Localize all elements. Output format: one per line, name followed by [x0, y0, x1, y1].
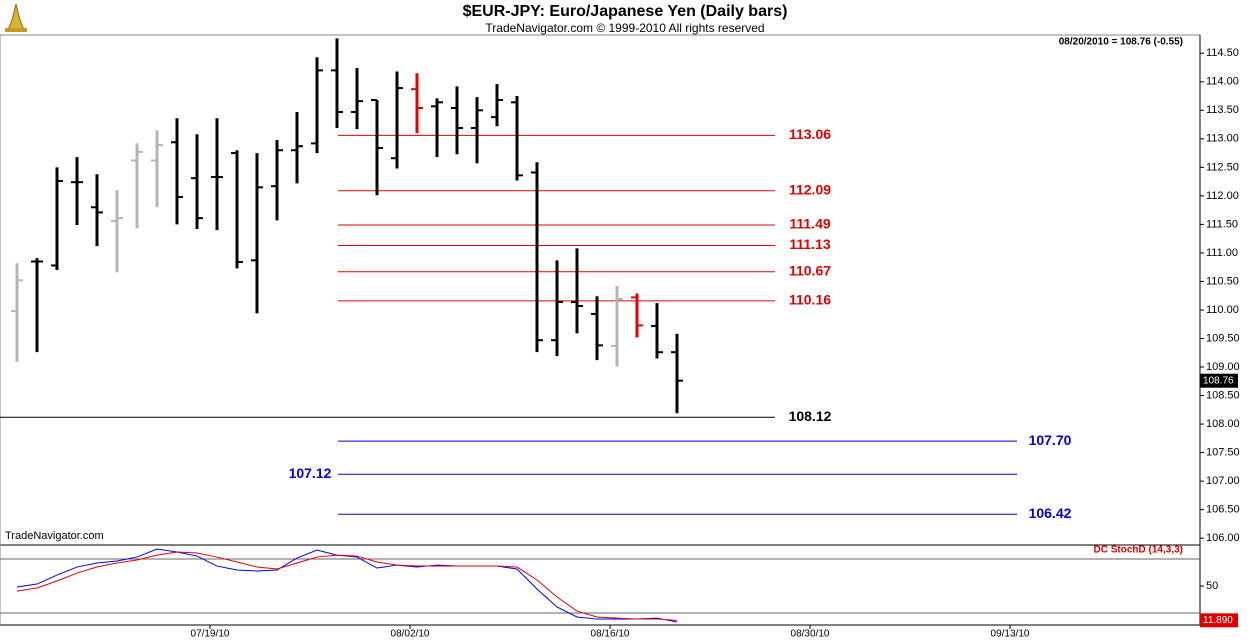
y-tick-label: 110.00 [1206, 304, 1239, 316]
y-tick-label: 114.50 [1206, 47, 1239, 59]
last-value-label: 108.76 [1203, 375, 1234, 386]
y-tick-label: 111.00 [1206, 247, 1238, 259]
level-label: 112.09 [789, 181, 831, 197]
level-label: 106.42 [1029, 505, 1072, 521]
y-tick-label: 107.50 [1206, 446, 1240, 458]
last-value-box [1200, 373, 1238, 388]
y-tick-label: 110.50 [1206, 275, 1239, 287]
status-text: 08/20/2010 = 108.76 (-0.55) [1059, 37, 1183, 48]
level-label: 108.12 [789, 408, 832, 424]
y-tick-label: 106.50 [1206, 504, 1240, 516]
level-label: 113.06 [789, 126, 831, 142]
indicator-label: DC StochD (14,3,3) [1094, 545, 1183, 556]
level-label: 107.70 [1029, 432, 1072, 448]
level-label: 110.67 [789, 262, 831, 278]
y-tick-label: 106.00 [1206, 532, 1240, 544]
logo [5, 3, 27, 32]
y-tick-label: 108.00 [1206, 418, 1240, 430]
last-value-label: 11.890 [1203, 615, 1233, 626]
watermark: TradeNavigator.com [5, 530, 104, 542]
y-tick-label: 113.50 [1206, 104, 1239, 116]
level-label: 110.16 [789, 292, 831, 308]
y-tick-label: 114.00 [1206, 76, 1239, 88]
y-tick-label: 109.00 [1206, 361, 1240, 373]
y-tick-label: 108.50 [1206, 389, 1240, 401]
y-tick-label: 109.50 [1206, 332, 1240, 344]
chart-subtitle: TradeNavigator.com © 1999-2010 All right… [485, 21, 764, 35]
y-tick-label: 111.50 [1206, 218, 1238, 230]
level-label: 111.13 [789, 236, 830, 252]
level-label: 107.12 [289, 465, 332, 481]
y-tick-label: 107.00 [1206, 475, 1240, 487]
last-value-box [1200, 613, 1238, 628]
x-tick-label: 08/02/10 [391, 629, 430, 640]
y-tick-label: 113.00 [1206, 133, 1239, 145]
chart-title: $EUR-JPY: Euro/Japanese Yen (Daily bars) [463, 3, 788, 20]
level-label: 111.49 [789, 216, 830, 232]
y-tick-label: 112.50 [1206, 161, 1239, 173]
x-tick-label: 08/30/10 [791, 629, 830, 640]
y-tick-label: 112.00 [1206, 190, 1239, 202]
x-tick-label: 08/16/10 [591, 629, 630, 640]
x-tick-label: 09/13/10 [991, 629, 1030, 640]
y-tick-label: 50 [1206, 580, 1218, 592]
x-tick-label: 07/19/10 [191, 629, 230, 640]
indicator-line [16, 551, 678, 621]
